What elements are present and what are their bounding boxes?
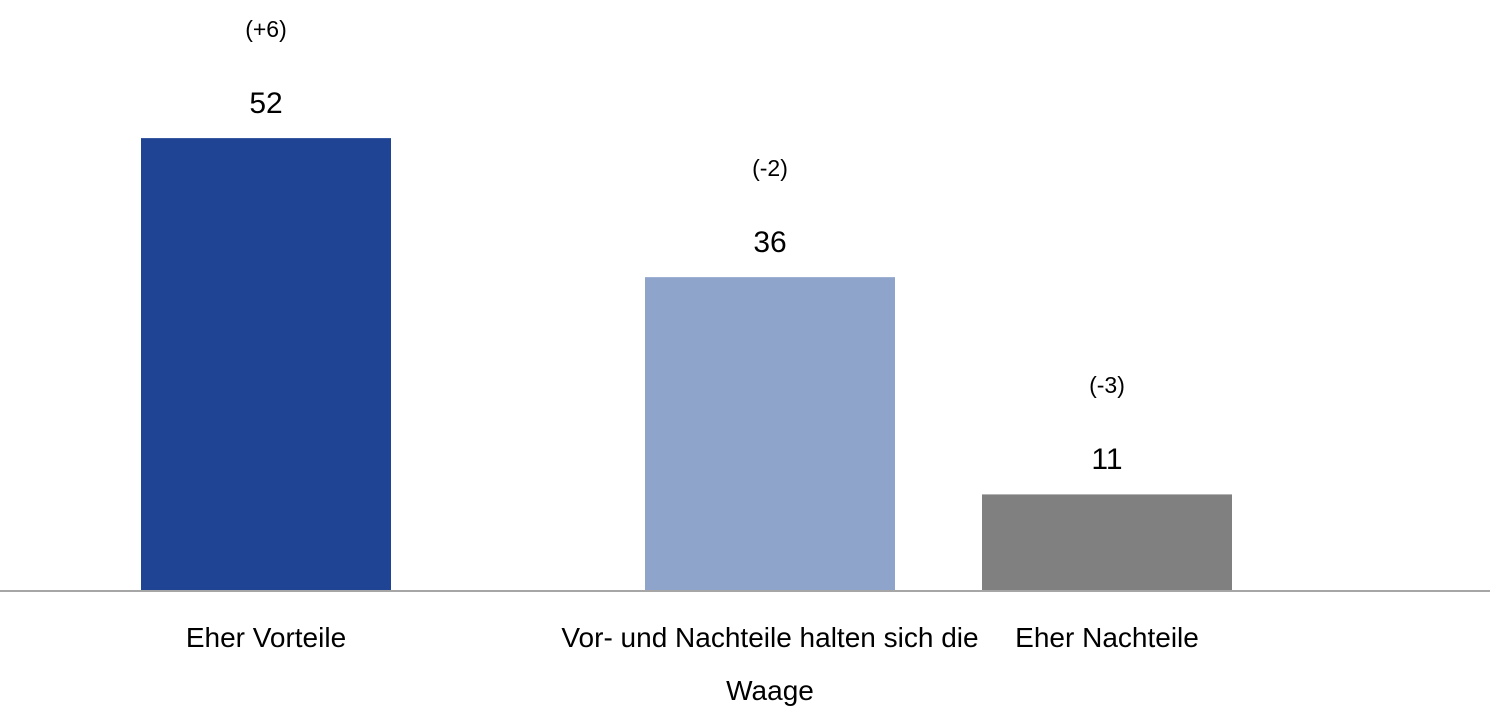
value-label: 11 bbox=[1091, 443, 1123, 477]
bar bbox=[141, 138, 391, 590]
change-label: (+6) bbox=[245, 16, 287, 43]
change-label: (-3) bbox=[1089, 372, 1125, 399]
bar bbox=[982, 494, 1232, 590]
x-tick-label: Eher Vorteile bbox=[185, 622, 347, 653]
bar bbox=[645, 277, 895, 590]
value-label: 36 bbox=[753, 226, 787, 260]
change-label: (-2) bbox=[752, 155, 788, 182]
x-tick-label: Eher Nachteile bbox=[1015, 622, 1199, 653]
value-label: 52 bbox=[249, 87, 283, 121]
x-tick-label: Vor- und Nachteile halten sich die Waage bbox=[561, 622, 979, 706]
